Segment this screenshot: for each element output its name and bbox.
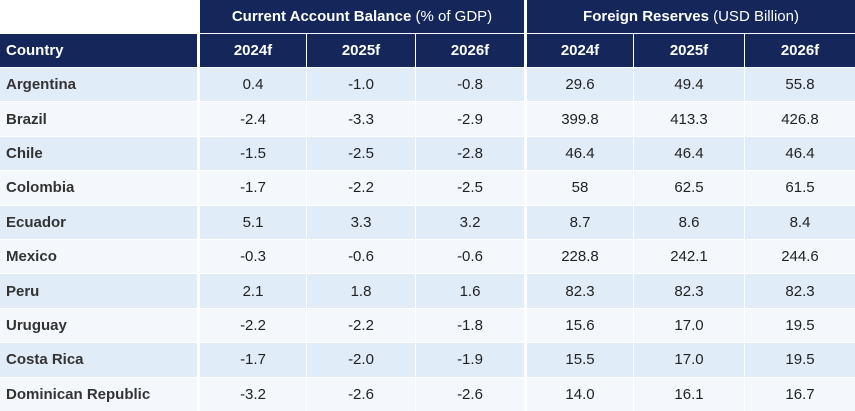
country-cell: Uruguay — [0, 307, 197, 343]
value-cell-ca-2026: 3.2 — [415, 204, 524, 239]
value-cell-ca-2025: -2.2 — [306, 307, 415, 343]
column-header-fr-2026: 2026f — [744, 33, 855, 67]
country-cell: Colombia — [0, 170, 197, 205]
country-cell: Ecuador — [0, 204, 197, 239]
country-cell: Chile — [0, 135, 197, 171]
table-row: Peru 2.1 1.8 1.6 82.3 82.3 82.3 — [0, 273, 855, 308]
group-header-row: Current Account Balance (% of GDP) Forei… — [0, 0, 855, 33]
table-row: Mexico -0.3 -0.6 -0.6 228.8 242.1 244.6 — [0, 238, 855, 274]
value-cell-ca-2024: -1.7 — [197, 342, 306, 377]
value-cell-fr-2026: 16.7 — [744, 376, 855, 411]
group-header-foreign-reserves: Foreign Reserves (USD Billion) — [524, 0, 855, 33]
column-header-ca-2026: 2026f — [415, 33, 524, 67]
country-cell: Argentina — [0, 67, 197, 102]
table-row: Colombia -1.7 -2.2 -2.5 58 62.5 61.5 — [0, 170, 855, 205]
value-cell-fr-2026: 46.4 — [744, 135, 855, 171]
column-header-fr-2025: 2025f — [633, 33, 744, 67]
value-cell-fr-2026: 19.5 — [744, 342, 855, 377]
value-cell-ca-2025: -3.3 — [306, 101, 415, 136]
value-cell-ca-2025: 1.8 — [306, 273, 415, 308]
table-row: Uruguay -2.2 -2.2 -1.8 15.6 17.0 19.5 — [0, 307, 855, 343]
value-cell-fr-2024: 228.8 — [524, 238, 633, 274]
value-cell-fr-2025: 8.6 — [633, 204, 744, 239]
value-cell-ca-2025: -2.2 — [306, 170, 415, 205]
group-header-foreign-reserves-title: Foreign Reserves — [583, 8, 709, 25]
value-cell-fr-2026: 82.3 — [744, 273, 855, 308]
value-cell-ca-2025: -1.0 — [306, 67, 415, 102]
value-cell-ca-2025: -0.6 — [306, 238, 415, 274]
value-cell-fr-2024: 29.6 — [524, 67, 633, 102]
table-row: Costa Rica -1.7 -2.0 -1.9 15.5 17.0 19.5 — [0, 342, 855, 377]
column-header-country: Country — [0, 33, 197, 67]
value-cell-ca-2026: -2.8 — [415, 135, 524, 171]
group-header-foreign-reserves-unit: (USD Billion) — [708, 8, 799, 25]
value-cell-ca-2024: 5.1 — [197, 204, 306, 239]
country-cell: Dominican Republic — [0, 376, 197, 411]
column-header-ca-2025: 2025f — [306, 33, 415, 67]
group-header-current-account-unit: (% of GDP) — [411, 8, 493, 25]
country-cell: Brazil — [0, 101, 197, 136]
value-cell-ca-2026: -2.9 — [415, 101, 524, 136]
table-row: Argentina 0.4 -1.0 -0.8 29.6 49.4 55.8 — [0, 67, 855, 102]
value-cell-fr-2025: 82.3 — [633, 273, 744, 308]
country-cell: Costa Rica — [0, 342, 197, 377]
value-cell-ca-2026: -0.8 — [415, 67, 524, 102]
value-cell-fr-2024: 15.5 — [524, 342, 633, 377]
value-cell-fr-2024: 14.0 — [524, 376, 633, 411]
column-header-ca-2024: 2024f — [197, 33, 306, 67]
value-cell-fr-2026: 55.8 — [744, 67, 855, 102]
value-cell-fr-2025: 17.0 — [633, 342, 744, 377]
value-cell-ca-2025: -2.0 — [306, 342, 415, 377]
value-cell-fr-2025: 242.1 — [633, 238, 744, 274]
column-header-fr-2024: 2024f — [524, 33, 633, 67]
value-cell-ca-2024: -1.5 — [197, 135, 306, 171]
table-row: Brazil -2.4 -3.3 -2.9 399.8 413.3 426.8 — [0, 101, 855, 136]
group-header-current-account: Current Account Balance (% of GDP) — [197, 0, 524, 33]
value-cell-ca-2026: -1.9 — [415, 342, 524, 377]
value-cell-ca-2026: -0.6 — [415, 238, 524, 274]
group-header-current-account-title: Current Account Balance — [231, 8, 412, 25]
value-cell-fr-2024: 399.8 — [524, 101, 633, 136]
value-cell-fr-2026: 61.5 — [744, 170, 855, 205]
value-cell-fr-2024: 58 — [524, 170, 633, 205]
header-blank-cell — [0, 0, 197, 33]
value-cell-ca-2024: -2.2 — [197, 307, 306, 343]
value-cell-ca-2024: -3.2 — [197, 376, 306, 411]
value-cell-fr-2024: 82.3 — [524, 273, 633, 308]
value-cell-fr-2025: 49.4 — [633, 67, 744, 102]
value-cell-ca-2024: -0.3 — [197, 238, 306, 274]
table-row: Chile -1.5 -2.5 -2.8 46.4 46.4 46.4 — [0, 135, 855, 171]
country-cell: Peru — [0, 273, 197, 308]
value-cell-fr-2025: 46.4 — [633, 135, 744, 171]
value-cell-ca-2024: -2.4 — [197, 101, 306, 136]
value-cell-fr-2025: 413.3 — [633, 101, 744, 136]
value-cell-fr-2024: 15.6 — [524, 307, 633, 343]
value-cell-fr-2025: 62.5 — [633, 170, 744, 205]
value-cell-ca-2025: 3.3 — [306, 204, 415, 239]
column-header-row: Country 2024f 2025f 2026f 2024f 2025f 20… — [0, 33, 855, 67]
table-row: Ecuador 5.1 3.3 3.2 8.7 8.6 8.4 — [0, 204, 855, 239]
value-cell-ca-2026: -1.8 — [415, 307, 524, 343]
value-cell-ca-2024: 0.4 — [197, 67, 306, 102]
value-cell-fr-2026: 244.6 — [744, 238, 855, 274]
value-cell-ca-2026: -2.5 — [415, 170, 524, 205]
table-row: Dominican Republic -3.2 -2.6 -2.6 14.0 16.1 16… — [0, 376, 855, 411]
value-cell-fr-2026: 19.5 — [744, 307, 855, 343]
value-cell-ca-2026: -2.6 — [415, 376, 524, 411]
value-cell-ca-2024: -1.7 — [197, 170, 306, 205]
value-cell-fr-2025: 17.0 — [633, 307, 744, 343]
value-cell-fr-2024: 8.7 — [524, 204, 633, 239]
country-cell: Mexico — [0, 238, 197, 274]
value-cell-ca-2026: 1.6 — [415, 273, 524, 308]
value-cell-ca-2025: -2.5 — [306, 135, 415, 171]
value-cell-ca-2024: 2.1 — [197, 273, 306, 308]
value-cell-fr-2026: 8.4 — [744, 204, 855, 239]
value-cell-fr-2024: 46.4 — [524, 135, 633, 171]
value-cell-ca-2025: -2.6 — [306, 376, 415, 411]
value-cell-fr-2025: 16.1 — [633, 376, 744, 411]
value-cell-fr-2026: 426.8 — [744, 101, 855, 136]
